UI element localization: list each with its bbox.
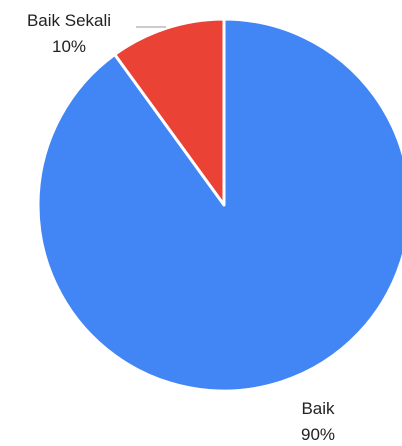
pie-slice-baik-sekali (113, 17, 226, 207)
slice-percent-baik-sekali: 10% (52, 37, 86, 56)
slice-percent-baik: 90% (301, 425, 335, 444)
slice-label-baik: Baik (301, 399, 335, 418)
pie-slices (36, 17, 402, 393)
slice-label-baik-sekali: Baik Sekali (27, 11, 111, 30)
pie-slice-baik (36, 17, 402, 393)
